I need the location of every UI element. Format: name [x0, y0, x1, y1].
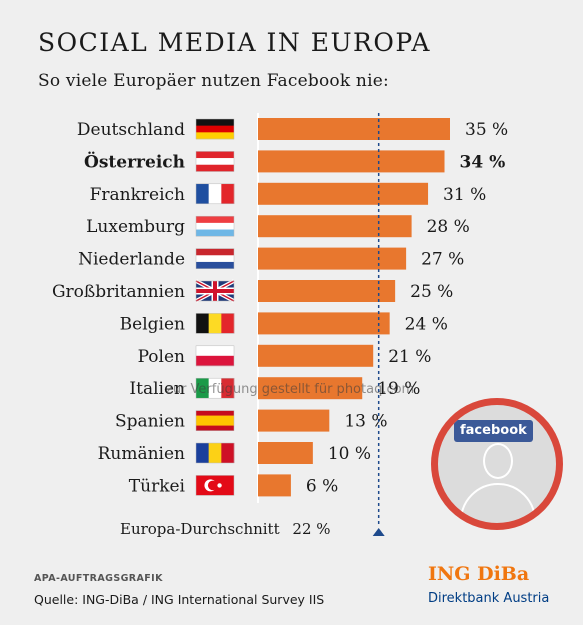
flag-border	[195, 215, 235, 237]
value-label: 34 %	[460, 152, 506, 172]
flag-border	[195, 410, 235, 431]
category-label: Österreich	[84, 151, 185, 172]
category-label: Niederlande	[78, 250, 185, 270]
flag-border	[195, 183, 235, 205]
luxembourg-flag	[196, 216, 234, 237]
bar	[258, 247, 407, 270]
flag-border	[195, 151, 235, 172]
category-label: Polen	[138, 347, 185, 367]
source-note: Quelle: ING-DiBa / ING International Sur…	[34, 592, 325, 607]
value-label: 10 %	[328, 444, 371, 464]
value-label: 35 %	[465, 120, 508, 140]
value-label: 19 %	[377, 379, 420, 399]
facebook-logo: facebook	[454, 420, 533, 442]
flag-border	[195, 377, 235, 399]
germany-flag	[196, 119, 234, 140]
flag-border	[195, 248, 235, 269]
category-label: Italien	[129, 379, 185, 399]
flag-border	[195, 442, 235, 464]
bar	[258, 118, 450, 140]
flag-border	[195, 313, 235, 334]
value-label: 28 %	[427, 217, 470, 237]
value-label: 27 %	[421, 250, 464, 270]
bar	[258, 215, 412, 238]
netherlands-flag	[196, 248, 234, 269]
logo-tagline: Direktbank Austria	[428, 591, 550, 606]
chart-title: SOCIAL MEDIA IN EUROPA	[38, 28, 431, 57]
average-marker-icon	[372, 528, 385, 536]
value-label: 6 %	[306, 476, 338, 496]
bar	[258, 442, 313, 464]
italy-flag	[196, 378, 235, 399]
turkey-flag	[196, 475, 234, 496]
graphic-credit: APA-AUFTRAGSGRAFIK	[34, 573, 163, 584]
value-label: 31 %	[443, 185, 486, 205]
bar	[258, 474, 291, 497]
value-label: 21 %	[388, 347, 431, 367]
romania-flag	[196, 443, 235, 463]
value-label: 25 %	[410, 282, 453, 302]
category-label: Rumänien	[98, 444, 185, 464]
category-label: Luxemburg	[86, 217, 185, 237]
bar	[258, 344, 374, 367]
flag-border	[195, 345, 235, 367]
avatar-head-icon	[483, 443, 513, 479]
bar	[258, 312, 390, 335]
austria-flag	[196, 151, 234, 172]
average-label: Europa-Durchschnitt 22 %	[120, 520, 331, 538]
bar	[258, 409, 330, 432]
category-label: Deutschland	[77, 120, 185, 140]
spain-flag	[196, 410, 234, 431]
bar	[258, 280, 396, 302]
avatar-body-icon	[460, 483, 536, 523]
bar	[258, 182, 429, 205]
category-label: Großbritannien	[52, 282, 185, 302]
uk-flag	[195, 279, 235, 303]
value-label: 24 %	[405, 314, 448, 334]
france-flag	[196, 183, 235, 204]
bar	[258, 377, 363, 400]
flag-border	[195, 118, 235, 140]
facebook-avatar-badge: facebook	[431, 398, 563, 530]
flag-border	[195, 280, 235, 302]
ing-diba-logo: ING DiBa Direktbank Austria	[428, 563, 568, 613]
flag-border	[195, 475, 235, 496]
average-label-text: Europa-Durchschnitt	[120, 520, 280, 538]
belgium-flag	[196, 313, 235, 334]
poland-flag	[196, 345, 234, 367]
category-label: Spanien	[115, 412, 185, 432]
average-value: 22 %	[292, 520, 331, 538]
category-label: Frankreich	[90, 185, 185, 205]
bar	[258, 150, 445, 173]
chart-subtitle: So viele Europäer nutzen Facebook nie:	[38, 71, 389, 91]
logo-wordmark: ING DiBa	[428, 563, 530, 585]
category-label: Belgien	[120, 314, 185, 334]
category-label: Türkei	[129, 476, 186, 496]
value-label: 13 %	[344, 412, 387, 432]
